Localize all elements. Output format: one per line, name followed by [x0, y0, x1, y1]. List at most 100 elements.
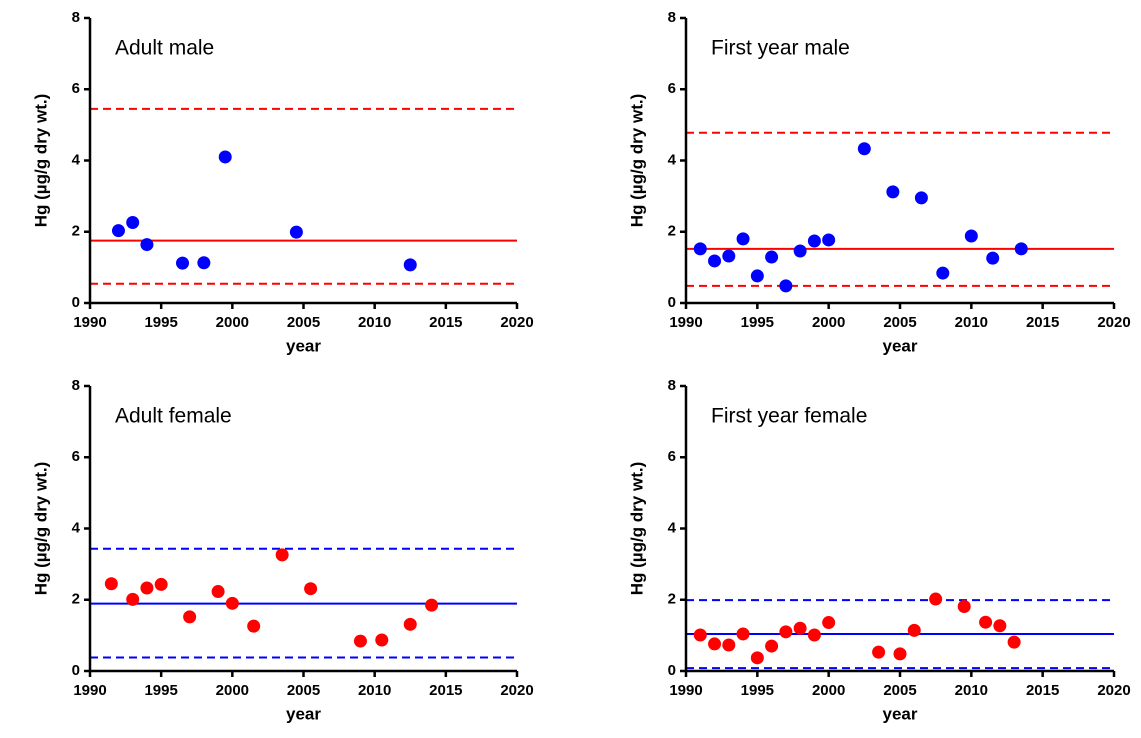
point	[857, 142, 871, 156]
point	[736, 232, 750, 246]
point	[375, 633, 389, 647]
y-tick-label: 6	[668, 448, 676, 465]
point	[893, 647, 907, 661]
point	[693, 242, 707, 256]
x-tick-label: 2015	[429, 314, 462, 331]
y-tick-label: 2	[668, 223, 676, 240]
point	[936, 266, 950, 280]
point	[779, 625, 793, 639]
point	[218, 150, 232, 164]
x-tick-label: 1990	[669, 314, 702, 331]
y-tick-label: 0	[668, 662, 676, 679]
y-tick-label: 4	[668, 519, 677, 536]
point	[822, 233, 836, 247]
point	[750, 651, 764, 665]
point	[140, 581, 154, 595]
point	[986, 251, 1000, 265]
point	[750, 269, 764, 283]
point	[957, 600, 971, 614]
point	[807, 234, 821, 248]
x-tick-label: 2005	[883, 314, 916, 331]
y-tick-label: 6	[72, 80, 80, 97]
point	[225, 596, 239, 610]
y-tick-label: 6	[72, 448, 80, 465]
y-tick-label: 0	[668, 294, 676, 311]
x-tick-label: 2020	[1097, 314, 1130, 331]
point	[979, 615, 993, 629]
panel-title: First year female	[711, 405, 867, 428]
y-tick-label: 8	[72, 377, 80, 394]
point	[197, 256, 211, 270]
panel: 0 2 4 6 8 1990 1995 2000 2005 2010 2015 2020 year Hg …	[31, 377, 533, 724]
point	[693, 628, 707, 642]
point	[126, 215, 140, 229]
point	[807, 628, 821, 642]
point	[275, 548, 289, 562]
point	[907, 623, 921, 637]
x-tick-label: 2020	[500, 682, 533, 699]
point	[183, 610, 197, 624]
y-tick-label: 2	[668, 591, 676, 608]
point	[793, 621, 807, 635]
y-tick-label: 8	[668, 377, 676, 394]
y-tick-label: 4	[72, 151, 81, 168]
y-tick-label: 8	[668, 9, 676, 26]
point	[886, 185, 900, 199]
point	[353, 634, 367, 648]
point	[176, 256, 190, 270]
x-tick-label: 2015	[1026, 682, 1059, 699]
point	[104, 577, 118, 591]
x-tick-label: 1995	[144, 682, 177, 699]
y-axis-label: Hg (µg/g dry wt.)	[627, 94, 646, 228]
point	[736, 627, 750, 641]
x-axis-label: year	[883, 336, 918, 355]
panel: 0 2 4 6 8 1990 1995 2000 2005 2010 2015 2020 year Hg …	[31, 9, 533, 356]
x-tick-label: 2015	[1026, 314, 1059, 331]
point	[793, 244, 807, 258]
point	[822, 616, 836, 630]
panel: 0 2 4 6 8 1990 1995 2000 2005 2010 2015 2020 year Hg …	[627, 9, 1130, 356]
y-tick-label: 0	[72, 662, 80, 679]
y-tick-label: 2	[72, 591, 80, 608]
panel-title: Adult male	[115, 37, 214, 60]
x-axis-label: year	[286, 336, 321, 355]
x-tick-label: 2000	[216, 682, 249, 699]
point	[765, 250, 779, 264]
x-tick-label: 2010	[358, 314, 391, 331]
y-tick-label: 8	[72, 9, 80, 26]
point	[140, 238, 154, 252]
point	[929, 592, 943, 606]
point	[708, 637, 722, 651]
y-tick-label: 0	[72, 294, 80, 311]
point	[708, 254, 722, 268]
point	[1007, 635, 1021, 649]
y-axis-label: Hg (µg/g dry wt.)	[31, 462, 50, 596]
x-tick-label: 1995	[741, 682, 774, 699]
x-tick-label: 1995	[144, 314, 177, 331]
y-tick-label: 6	[668, 80, 676, 97]
panel-title: Adult female	[115, 405, 232, 428]
point	[765, 639, 779, 653]
x-tick-label: 1995	[741, 314, 774, 331]
y-axis-label: Hg (µg/g dry wt.)	[627, 462, 646, 596]
point	[247, 619, 261, 633]
point	[211, 585, 225, 599]
y-tick-label: 4	[72, 519, 81, 536]
x-tick-label: 1990	[73, 682, 106, 699]
point	[779, 279, 793, 293]
point	[964, 229, 978, 243]
y-axis-label: Hg (µg/g dry wt.)	[31, 94, 50, 228]
point	[722, 638, 736, 652]
point	[289, 225, 303, 239]
x-tick-label: 2015	[429, 682, 462, 699]
x-tick-label: 2000	[812, 682, 845, 699]
point	[722, 249, 736, 263]
panel: 0 2 4 6 8 1990 1995 2000 2005 2010 2015 2020 year Hg …	[627, 377, 1130, 724]
point	[403, 617, 417, 631]
point	[403, 258, 417, 272]
panel-title: First year male	[711, 37, 850, 60]
point	[872, 645, 886, 659]
x-tick-label: 2020	[500, 314, 533, 331]
x-tick-label: 1990	[669, 682, 702, 699]
x-tick-label: 2000	[812, 314, 845, 331]
